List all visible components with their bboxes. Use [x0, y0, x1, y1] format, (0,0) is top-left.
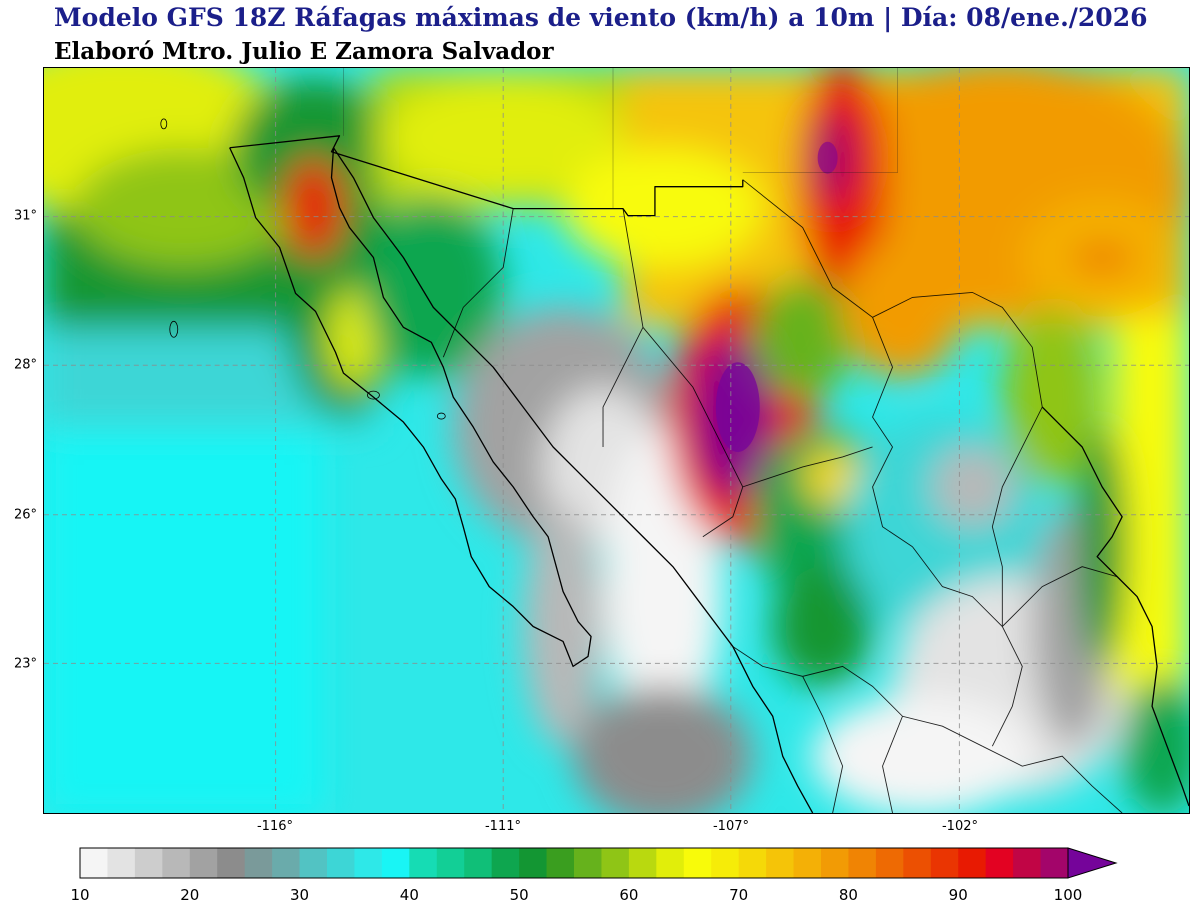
colorbar-cell — [601, 848, 630, 878]
colorbar-cells — [80, 848, 1069, 878]
colorbar-tick-label: 80 — [839, 886, 858, 904]
colorbar-cell — [738, 848, 767, 878]
colorbar-tick-label: 30 — [290, 886, 309, 904]
map-author: Elaboró Mtro. Julio E Zamora Salvador — [54, 38, 554, 65]
colorbar-tick-label: 90 — [949, 886, 968, 904]
colorbar-cell — [958, 848, 987, 878]
colorbar-cell — [711, 848, 740, 878]
colorbar-cell — [875, 848, 904, 878]
colorbar-tick-label: 10 — [70, 886, 89, 904]
lat-label-31: 31° — [13, 208, 37, 224]
north-gust-core — [817, 141, 838, 174]
colorbar-cell — [189, 848, 218, 878]
colorbar-cell — [821, 848, 850, 878]
graticule — [44, 68, 1189, 813]
lat-label-26: 26° — [13, 507, 37, 523]
max-gust-core — [715, 362, 760, 452]
colorbar-cell — [519, 848, 548, 878]
lon-label-116: -116° — [256, 819, 294, 834]
colorbar-cell — [985, 848, 1014, 878]
colorbar-cell — [491, 848, 520, 878]
colorbar-cell — [436, 848, 465, 878]
colorbar-tick-label: 60 — [619, 886, 638, 904]
colorbar-tick-label: 100 — [1054, 886, 1083, 904]
colorbar-cell — [464, 848, 493, 878]
colorbar-cell — [628, 848, 657, 878]
map-title: Modelo GFS 18Z Ráfagas máximas de viento… — [54, 3, 1148, 32]
colorbar-tick-label: 40 — [400, 886, 419, 904]
colorbar-cell — [1040, 848, 1069, 878]
colorbar-tick-label: 20 — [180, 886, 199, 904]
colorbar-cell — [930, 848, 959, 878]
colorbar-tick-label: 70 — [729, 886, 748, 904]
wind-field — [44, 68, 1189, 813]
colorbar-cell — [683, 848, 712, 878]
wind-gust-map — [43, 67, 1190, 814]
colorbar-cell — [1013, 848, 1042, 878]
colorbar-extend-arrow — [1067, 847, 1118, 879]
lon-label-107: -107° — [712, 819, 750, 834]
colorbar-cell — [299, 848, 328, 878]
colorbar-cell — [409, 848, 438, 878]
colorbar-cell — [793, 848, 822, 878]
colorbar-tick-label: 50 — [510, 886, 529, 904]
us-state-borders — [343, 68, 898, 209]
colorbar-cell — [80, 848, 109, 878]
colorbar-cell — [766, 848, 795, 878]
lat-label-23: 23° — [13, 656, 37, 672]
us-mexico-border — [229, 135, 744, 217]
colorbar-cell — [381, 848, 410, 878]
colorbar-cell — [848, 848, 877, 878]
islands — [160, 118, 446, 420]
map-canvas — [44, 68, 1189, 813]
colorbar-cell — [244, 848, 273, 878]
mainland-pacific-coast — [332, 147, 814, 813]
baja-california-coast — [229, 147, 592, 668]
state-borders — [442, 179, 1123, 813]
lon-label-111: -111° — [484, 819, 522, 834]
colorbar-cell — [903, 848, 932, 878]
lon-label-102: -102° — [941, 819, 979, 834]
colorbar-cell — [162, 848, 191, 878]
colorbar-cell — [546, 848, 575, 878]
colorbar-cell — [354, 848, 383, 878]
colorbar-cell — [656, 848, 685, 878]
colorbar-cell — [107, 848, 136, 878]
colorbar-cell — [217, 848, 246, 878]
colorbar-cell — [134, 848, 163, 878]
colorbar-outline — [79, 847, 1069, 879]
lat-label-28: 28° — [13, 357, 37, 373]
colorbar-ticks: 10 20 30 40 50 60 70 80 90 100 — [70, 886, 1082, 904]
colorbar-cell — [574, 848, 603, 878]
colorbar-cell — [272, 848, 301, 878]
colorbar-cell — [327, 848, 356, 878]
colorbar: 10 20 30 40 50 60 70 80 90 100 — [70, 847, 1118, 904]
